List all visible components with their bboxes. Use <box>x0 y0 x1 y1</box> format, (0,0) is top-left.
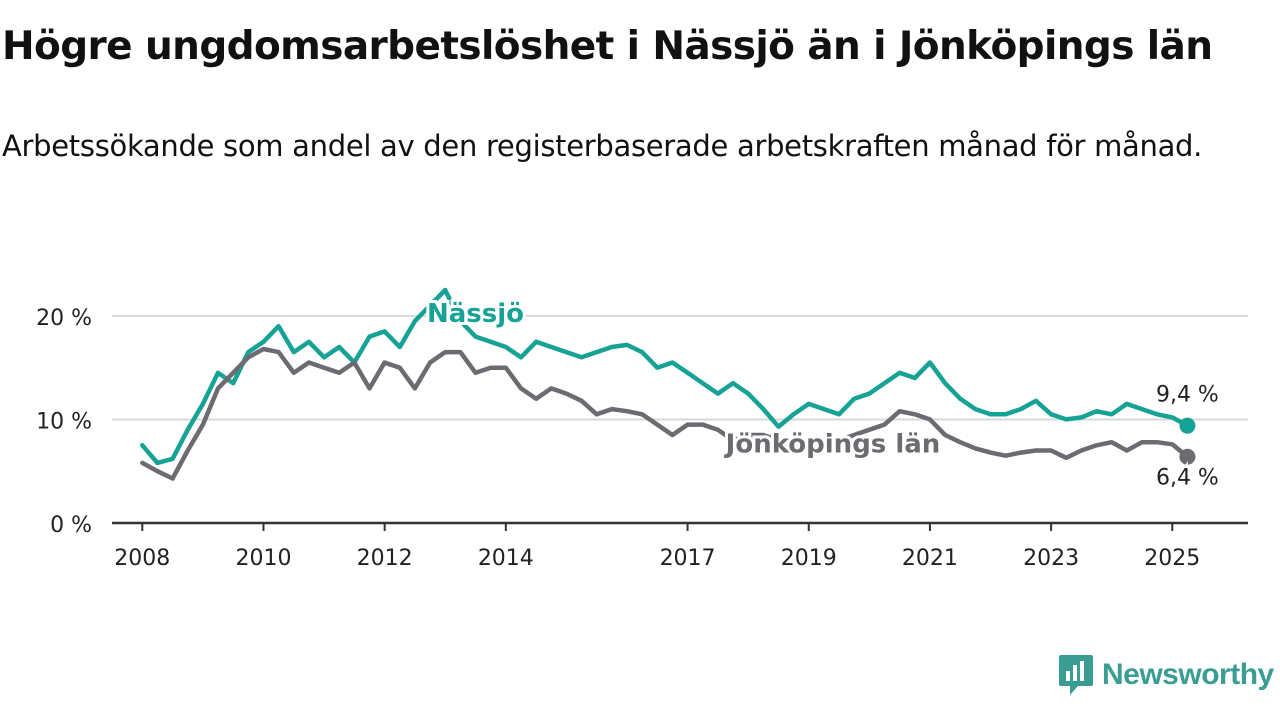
chart-title: Högre ungdomsarbetslöshet i Nässjö än i … <box>2 24 1213 69</box>
x-tick-label: 2019 <box>781 546 837 571</box>
newsworthy-logo-icon <box>1059 655 1093 695</box>
series-name-label: Jönköpings län <box>724 430 941 460</box>
series-line-jonkopings-lan <box>140 346 1190 481</box>
grid-lines <box>112 314 1248 421</box>
series-end-marker <box>1179 417 1196 434</box>
series-line-nassjo <box>140 287 1190 466</box>
newsworthy-brand: Newsworthy <box>1058 654 1274 696</box>
chart-subtitle: Arbetssökande som andel av den registerb… <box>2 129 1203 163</box>
x-tick-label: 2023 <box>1023 546 1079 571</box>
x-tick-label: 2008 <box>114 546 170 571</box>
series-lines <box>140 287 1196 481</box>
series-end-marker <box>1179 448 1196 465</box>
series-name-label: Nässjö <box>427 299 524 329</box>
line-chart: 2008 2010 2012 2014 2017 2019 2021 2023 2025 0 %… <box>36 287 1248 571</box>
x-tick-label: 2010 <box>235 546 291 571</box>
x-tick-label: 2012 <box>357 546 413 571</box>
brand-name: Newsworthy <box>1102 658 1274 691</box>
y-axis-tick-labels: 0 % 10 % 20 % <box>36 306 92 538</box>
y-tick-label: 20 % <box>36 306 92 331</box>
x-tick-label: 2025 <box>1144 546 1200 571</box>
series-end-value-label: 9,4 % <box>1156 383 1219 408</box>
y-tick-label: 10 % <box>36 409 92 434</box>
series-end-value-label: 6,4 % <box>1156 466 1219 491</box>
x-axis: 2008 2010 2012 2014 2017 2019 2021 2023 2025 <box>112 521 1248 571</box>
x-tick-label: 2017 <box>660 546 716 571</box>
x-tick-label: 2014 <box>478 546 534 571</box>
y-tick-label: 0 % <box>50 513 92 538</box>
x-tick-label: 2021 <box>902 546 958 571</box>
series-labels: 9,4 % 6,4 % Nässjö Jönköpings län <box>424 296 1221 493</box>
